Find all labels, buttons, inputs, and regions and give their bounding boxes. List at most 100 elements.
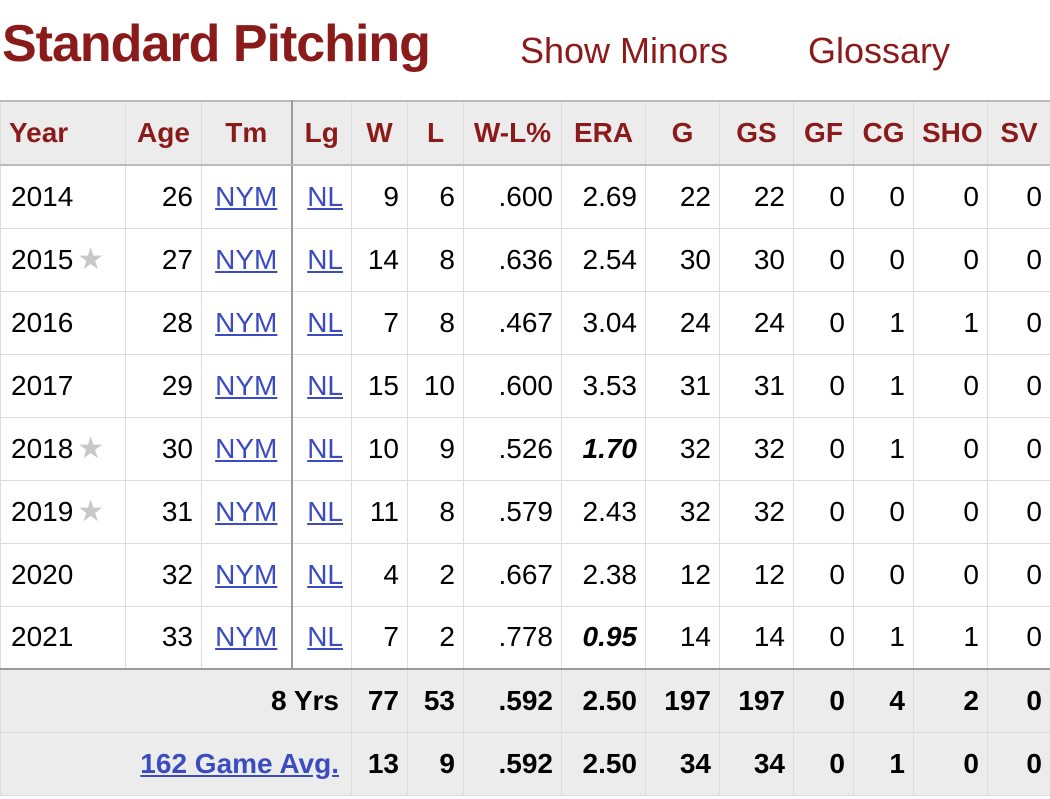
sv-cell: 0 (987, 605, 1050, 670)
l-cell: 2 (407, 605, 464, 670)
league-link[interactable]: NL (307, 558, 343, 590)
league-link[interactable]: NL (307, 306, 343, 338)
team-link[interactable]: NYM (215, 180, 278, 212)
w-cell: 11 (351, 479, 408, 544)
l-cell: 6 (407, 164, 464, 229)
team-link[interactable]: NYM (215, 369, 278, 401)
league-link[interactable]: NL (307, 369, 343, 401)
section-header: Standard Pitching Show Minors Glossary (0, 0, 1050, 100)
col-header-gf[interactable]: GF (793, 100, 854, 166)
league-link[interactable]: NL (307, 180, 343, 212)
year-value: 2020 (11, 558, 74, 590)
col-header-sho[interactable]: SHO (913, 100, 988, 166)
sv-cell: 0 (987, 479, 1050, 544)
total-g-cell: 34 (645, 731, 720, 796)
l-cell: 2 (407, 542, 464, 607)
col-header-year[interactable]: Year (0, 100, 126, 166)
team-link[interactable]: NYM (215, 558, 278, 590)
totals-row: 162 Game Avg. 13 9.592 2.50 34 34 0 1 0 0 (0, 731, 1050, 796)
w-cell: 14 (351, 227, 408, 292)
col-header-cg[interactable]: CG (853, 100, 914, 166)
col-header-era[interactable]: ERA (561, 100, 646, 166)
col-header-wlp[interactable]: W-L% (463, 100, 562, 166)
tm-cell: NYM (201, 542, 293, 607)
g-cell: 32 (645, 416, 720, 481)
total-w-cell: 13 (351, 731, 408, 796)
tm-cell: NYM (201, 479, 293, 544)
l-cell: 9 (407, 416, 464, 481)
cg-cell: 0 (853, 164, 914, 229)
gf-cell: 0 (793, 353, 854, 418)
col-header-l[interactable]: L (407, 100, 464, 166)
show-minors-link[interactable]: Show Minors (520, 30, 729, 71)
col-header-w[interactable]: W (351, 100, 408, 166)
league-link[interactable]: NL (307, 243, 343, 275)
standard-pitching-table: Year Age Tm Lg W L W-L% ERA G GS GF CG S… (0, 100, 1050, 796)
gf-cell: 0 (793, 479, 854, 544)
team-link[interactable]: NYM (215, 432, 278, 464)
table-body: 2014 26 NYM NL 9 6.600 2.69 22 22 0 0 0 0 2015 ★ 27 NYM N… (0, 164, 1050, 670)
era-cell: 3.04 (561, 290, 646, 355)
total-l-cell: 53 (407, 668, 464, 733)
team-link[interactable]: NYM (215, 495, 278, 527)
age-cell: 29 (125, 353, 202, 418)
league-link[interactable]: NL (307, 432, 343, 464)
era-cell: 2.69 (561, 164, 646, 229)
total-era-cell: 2.50 (561, 668, 646, 733)
g-cell: 30 (645, 227, 720, 292)
g-cell: 31 (645, 353, 720, 418)
table-row: 2020 32 NYM NL 4 2.667 2.38 12 12 0 0 0 0 (0, 542, 1050, 607)
gs-cell: 14 (719, 605, 794, 670)
total-gs-cell: 34 (719, 731, 794, 796)
total-l-cell: 9 (407, 731, 464, 796)
total-sho-cell: 2 (913, 668, 988, 733)
cg-cell: 1 (853, 353, 914, 418)
wlp-cell: .636 (463, 227, 562, 292)
col-header-g[interactable]: G (645, 100, 720, 166)
year-cell: 2016 (0, 290, 126, 355)
table-row: 2015 ★ 27 NYM NL 14 8.636 2.54 30 30 0 0 0 0 (0, 227, 1050, 292)
year-cell: 2021 (0, 605, 126, 670)
w-cell: 7 (351, 290, 408, 355)
wlp-cell: .579 (463, 479, 562, 544)
tm-cell: NYM (201, 416, 293, 481)
total-cg-cell: 4 (853, 668, 914, 733)
year-cell: 2017 (0, 353, 126, 418)
w-cell: 4 (351, 542, 408, 607)
sv-cell: 0 (987, 416, 1050, 481)
team-link[interactable]: NYM (215, 621, 278, 653)
gs-cell: 32 (719, 416, 794, 481)
league-link[interactable]: NL (307, 495, 343, 527)
game-avg-link[interactable]: 162 Game Avg. (140, 747, 339, 779)
cg-cell: 1 (853, 416, 914, 481)
g-cell: 24 (645, 290, 720, 355)
lg-cell: NL (291, 416, 352, 481)
year-cell: 2018 ★ (0, 416, 126, 481)
year-value: 2017 (11, 369, 74, 401)
col-header-tm[interactable]: Tm (201, 100, 293, 166)
gf-cell: 0 (793, 605, 854, 670)
col-header-gs[interactable]: GS (719, 100, 794, 166)
table-row: 2019 ★ 31 NYM NL 11 8.579 2.43 32 32 0 0 0 0 (0, 479, 1050, 544)
sv-cell: 0 (987, 164, 1050, 229)
total-era-cell: 2.50 (561, 731, 646, 796)
era-cell: 1.70 (561, 416, 646, 481)
era-cell: 2.54 (561, 227, 646, 292)
glossary-link[interactable]: Glossary (808, 30, 951, 71)
league-link[interactable]: NL (307, 621, 343, 653)
team-link[interactable]: NYM (215, 243, 278, 275)
lg-cell: NL (291, 605, 352, 670)
year-cell: 2014 (0, 164, 126, 229)
year-cell: 2020 (0, 542, 126, 607)
col-header-age[interactable]: Age (125, 100, 202, 166)
col-header-lg[interactable]: Lg (291, 100, 352, 166)
totals-label-cell: 8 Yrs (0, 668, 352, 733)
wlp-cell: .467 (463, 290, 562, 355)
lg-cell: NL (291, 227, 352, 292)
tm-cell: NYM (201, 227, 293, 292)
sho-cell: 1 (913, 290, 988, 355)
team-link[interactable]: NYM (215, 306, 278, 338)
header-row: Year Age Tm Lg W L W-L% ERA G GS GF CG S… (0, 100, 1050, 166)
year-value: 2018 (11, 433, 74, 464)
col-header-sv[interactable]: SV (987, 100, 1050, 166)
